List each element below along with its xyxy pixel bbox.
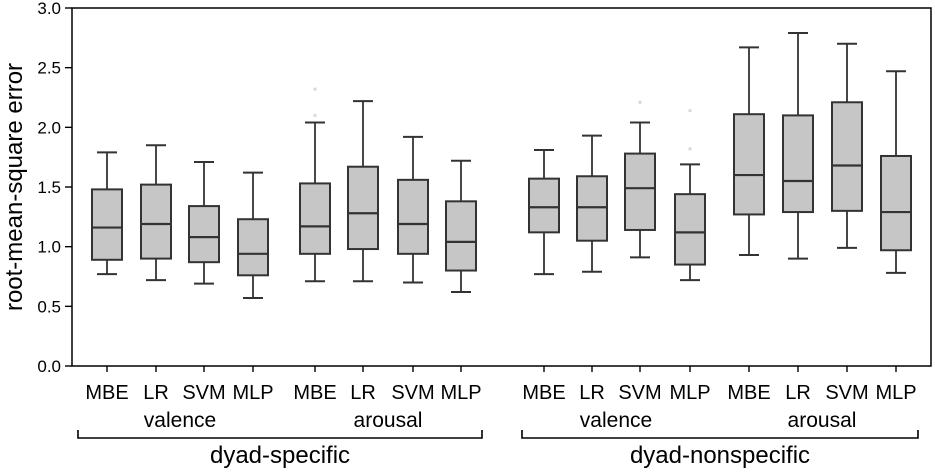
group-label-dyad-specific: dyad-specific <box>210 442 350 469</box>
y-tick-label: 2.5 <box>37 59 61 78</box>
x-category-label: SVM <box>182 382 225 404</box>
x-category-label: MLP <box>669 382 710 404</box>
y-tick-label: 0.5 <box>37 297 61 316</box>
iqr-box <box>237 218 269 277</box>
iqr-box <box>674 193 706 266</box>
box-series <box>91 32 912 299</box>
x-category-label: SVM <box>391 382 434 404</box>
iqr-box <box>91 188 123 261</box>
subgroup-label-valence-specific: valence <box>144 409 216 432</box>
x-category-label: MLP <box>875 382 916 404</box>
iqr-box <box>445 200 477 272</box>
x-axis: MBE LR SVM MLP MBE LR SVM MLP MBE LR SVM MLP MBE LR SV… <box>85 366 917 404</box>
iqr-box <box>782 114 814 214</box>
subgroup-label-arousal-specific: arousal <box>354 409 423 432</box>
bracket-dyad-nonspecific <box>521 430 919 439</box>
iqr-box <box>880 154 912 252</box>
outlier-point <box>313 113 317 117</box>
x-category-label: MLP <box>440 382 481 404</box>
x-category-label: LR <box>350 382 376 404</box>
x-category-label: MBE <box>85 382 128 404</box>
iqr-box <box>576 175 608 242</box>
x-category-label: MLP <box>232 382 273 404</box>
y-tick-label: 2.0 <box>37 118 61 137</box>
outlier-point <box>313 87 317 91</box>
y-tick-label: 0.0 <box>37 357 61 376</box>
bracket-dyad-specific <box>77 430 483 439</box>
iqr-box <box>831 101 863 212</box>
iqr-box <box>140 183 172 260</box>
iqr-box <box>624 152 656 231</box>
y-tick-label: 1.5 <box>37 178 61 197</box>
y-tick-label: 3.0 <box>37 0 61 18</box>
x-category-label: MBE <box>293 382 336 404</box>
subgroup-label-valence-nonspecific: valence <box>580 409 652 432</box>
iqr-box <box>733 113 765 216</box>
iqr-box <box>397 178 429 255</box>
x-category-label: LR <box>143 382 169 404</box>
x-category-label: LR <box>785 382 811 404</box>
iqr-box <box>347 165 379 251</box>
outlier-point <box>688 109 692 113</box>
x-category-label: LR <box>579 382 605 404</box>
x-category-label: MBE <box>727 382 770 404</box>
y-tick-label: 1.0 <box>37 238 61 257</box>
subgroup-label-arousal-nonspecific: arousal <box>788 409 857 432</box>
y-axis-title: root-mean-square error <box>1 63 28 311</box>
iqr-box <box>528 177 560 234</box>
outlier-point <box>688 147 692 151</box>
x-category-label: SVM <box>825 382 868 404</box>
iqr-box <box>188 205 220 264</box>
outlier-point <box>638 100 642 104</box>
x-category-label: SVM <box>618 382 661 404</box>
iqr-box <box>299 182 331 255</box>
x-category-label: MBE <box>522 382 565 404</box>
group-label-dyad-nonspecific: dyad-nonspecific <box>630 442 810 469</box>
y-axis: 0.0 0.5 1.0 1.5 2.0 2.5 3.0 <box>37 0 72 376</box>
